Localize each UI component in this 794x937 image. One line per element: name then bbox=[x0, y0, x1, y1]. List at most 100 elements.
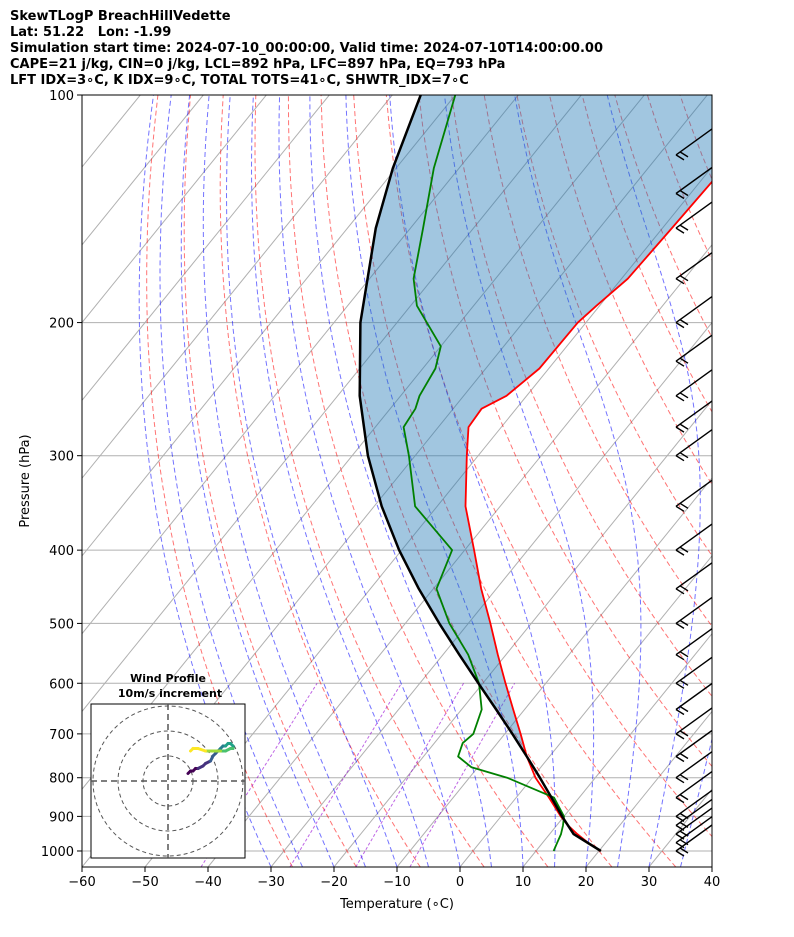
wind-barb-staff bbox=[675, 751, 713, 779]
wind-barb-flag bbox=[675, 278, 685, 285]
wind-barb-staff bbox=[675, 400, 713, 428]
wind-barb-staff bbox=[675, 429, 713, 457]
wind-barb bbox=[675, 707, 713, 740]
wind-barb-flag bbox=[675, 815, 685, 822]
parcel-profile-line bbox=[358, 95, 602, 853]
dry-adiabat bbox=[451, 95, 712, 698]
wind-barb-flag bbox=[675, 842, 685, 849]
location-line: Lat: 51.22 Lon: -1.99 bbox=[10, 25, 172, 40]
wind-barb bbox=[675, 628, 713, 661]
moist-adiabat bbox=[250, 95, 429, 867]
wind-barb bbox=[675, 296, 713, 329]
wind-barb-staff bbox=[675, 707, 713, 735]
wind-barb bbox=[675, 789, 713, 822]
wind-barb-flag bbox=[679, 730, 689, 737]
wind-barb-flag bbox=[679, 619, 689, 626]
dry-adiabat bbox=[745, 95, 794, 867]
moist-adiabat bbox=[389, 95, 556, 867]
isotherm-gridline bbox=[82, 95, 456, 557]
isotherm-gridline bbox=[585, 710, 712, 867]
moist-adiabat bbox=[225, 95, 398, 867]
wind-barb-flag bbox=[679, 546, 689, 553]
wind-barb-flag bbox=[679, 224, 689, 231]
wind-barb-flag bbox=[679, 151, 689, 158]
x-tick-label: 0 bbox=[456, 875, 464, 890]
wind-barb bbox=[675, 798, 713, 831]
wind-barb-flag bbox=[679, 392, 689, 399]
wind-barb bbox=[675, 369, 713, 402]
isotherm-gridline bbox=[522, 632, 712, 867]
wind-barb-flag bbox=[675, 777, 685, 784]
hodograph-ring bbox=[117, 730, 219, 832]
wind-barb-staff bbox=[675, 789, 713, 817]
wind-barb-staff bbox=[675, 656, 713, 684]
x-tick-label: −40 bbox=[194, 875, 221, 890]
wind-barb-flag bbox=[675, 833, 685, 840]
wind-barb-flag bbox=[679, 774, 689, 781]
wind-barb bbox=[675, 166, 713, 200]
wind-barb bbox=[675, 334, 713, 367]
y-tick-label: 900 bbox=[49, 810, 74, 825]
dry-adiabat bbox=[219, 95, 421, 867]
mixing-ratio-line bbox=[355, 683, 465, 867]
hodograph-subtitle: 10m/s increment bbox=[118, 687, 222, 700]
wind-barb bbox=[675, 523, 713, 556]
moist-adiabat bbox=[138, 95, 272, 867]
wind-barb-staff bbox=[675, 771, 713, 799]
hodograph-title: Wind Profile bbox=[130, 672, 206, 685]
isotherm-gridline bbox=[82, 95, 519, 635]
dry-adiabat bbox=[320, 95, 613, 867]
x-tick-label: 10 bbox=[515, 875, 532, 890]
dry-adiabat bbox=[385, 95, 712, 838]
dry-adiabat bbox=[146, 95, 293, 867]
y-tick-label: 400 bbox=[49, 544, 74, 559]
wind-barb bbox=[675, 596, 713, 629]
dry-adiabat bbox=[516, 95, 712, 557]
wind-barb-flag bbox=[675, 322, 685, 329]
hodograph-plot bbox=[91, 704, 245, 858]
wind-barb-flag bbox=[679, 812, 689, 819]
cape-line: CAPE=21 j/kg, CIN=0 j/kg, LCL=892 hPa, L… bbox=[10, 57, 506, 72]
wind-barb-flag bbox=[679, 847, 689, 854]
dry-adiabat bbox=[713, 95, 794, 867]
wind-barb bbox=[675, 429, 713, 462]
x-tick-label: 30 bbox=[641, 875, 658, 890]
wind-barb-staff bbox=[675, 296, 713, 324]
mixing-ratio-line bbox=[409, 683, 516, 867]
y-tick-label: 600 bbox=[49, 677, 74, 692]
dry-adiabat bbox=[679, 95, 712, 181]
chart-title: SkewTLogP BreachHillVedette bbox=[10, 9, 231, 24]
wind-barb-flag bbox=[675, 797, 685, 804]
x-tick-label: −10 bbox=[383, 875, 410, 890]
x-tick-label: −60 bbox=[68, 875, 95, 890]
wind-barb-flag bbox=[679, 705, 689, 713]
isotherm-gridline bbox=[82, 95, 582, 713]
wind-barb-flag bbox=[675, 455, 685, 462]
isotherm-gridline bbox=[459, 555, 712, 867]
wind-barb-flag bbox=[679, 585, 689, 592]
moist-adiabat bbox=[711, 865, 712, 867]
y-tick-label: 800 bbox=[49, 772, 74, 787]
wind-barb bbox=[675, 400, 713, 433]
moist-adiabat bbox=[345, 95, 524, 867]
dry-adiabat bbox=[254, 95, 485, 867]
y-tick-label: 1000 bbox=[41, 845, 74, 860]
wind-barb-staff bbox=[675, 369, 713, 397]
y-tick-label: 700 bbox=[49, 728, 74, 743]
wind-barb-flag bbox=[675, 755, 685, 763]
wind-barb-staff bbox=[675, 128, 713, 156]
moist-adiabat bbox=[606, 95, 701, 867]
x-tick-label: 20 bbox=[578, 875, 595, 890]
isotherm-gridline bbox=[82, 95, 330, 402]
wind-barb-staff bbox=[675, 596, 713, 624]
wind-barb bbox=[675, 562, 713, 595]
y-tick-label: 500 bbox=[49, 617, 74, 632]
moist-adiabat bbox=[159, 95, 303, 867]
isotherm-gridline bbox=[82, 95, 204, 246]
wind-barb-flag bbox=[675, 622, 685, 629]
wind-barb-staff bbox=[675, 682, 713, 711]
wind-barb bbox=[675, 128, 713, 161]
isotherm-gridline bbox=[82, 95, 267, 324]
mixing-ratio-line bbox=[200, 683, 318, 867]
